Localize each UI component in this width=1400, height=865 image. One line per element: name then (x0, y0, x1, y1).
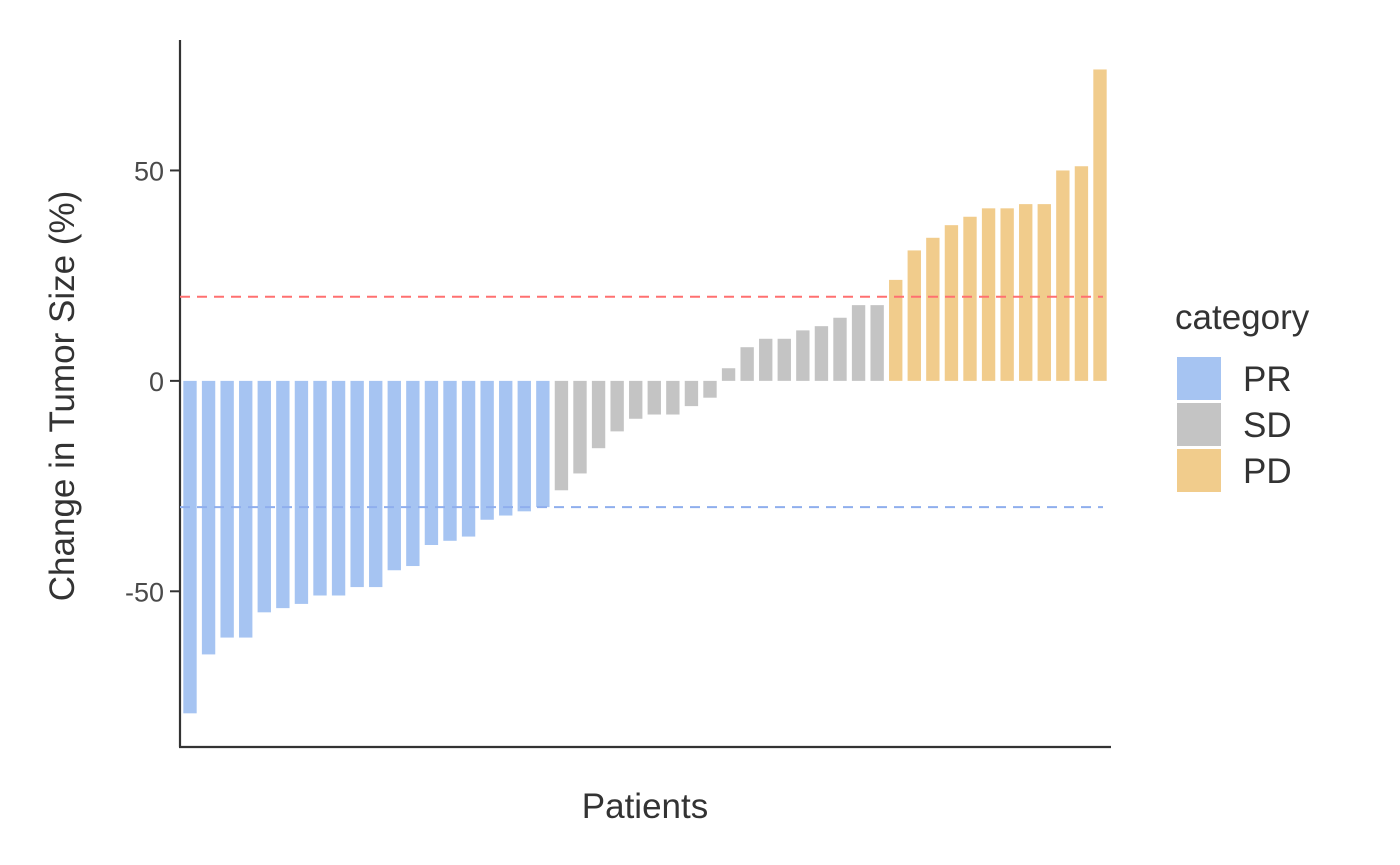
bar (796, 330, 810, 381)
legend-swatch (1177, 449, 1221, 492)
bar (1037, 204, 1051, 381)
bars (183, 69, 1107, 714)
bar (257, 380, 271, 613)
y-ticks: -50 0 50 (125, 156, 180, 607)
y-tick-label: 0 (149, 367, 164, 397)
bar (889, 279, 903, 381)
bar (294, 380, 309, 604)
bar (759, 338, 773, 381)
y-tick-label: 50 (134, 156, 164, 186)
bar (276, 380, 290, 609)
bar (591, 380, 606, 449)
bar (201, 380, 216, 655)
bar (1074, 166, 1089, 381)
bar (1019, 204, 1033, 381)
bar (461, 380, 476, 537)
bar (777, 338, 791, 381)
axes (178, 40, 1111, 749)
bar (536, 380, 550, 508)
bar (369, 380, 383, 588)
bar (721, 368, 736, 381)
bar (1000, 208, 1014, 381)
bar (1056, 170, 1070, 381)
y-tick-label: -50 (125, 577, 164, 607)
legend-title: category (1175, 298, 1310, 337)
bar (554, 380, 569, 491)
bar (220, 380, 234, 638)
bar (703, 380, 717, 398)
bar (814, 326, 829, 381)
legend-swatch (1177, 357, 1221, 400)
reference-lines (180, 295, 1103, 509)
legend-label: SD (1243, 406, 1292, 445)
bar (239, 380, 253, 638)
bar (183, 380, 197, 714)
bar (517, 380, 531, 512)
bar (647, 380, 661, 415)
bar (907, 250, 921, 381)
bar (833, 317, 847, 381)
bar (666, 380, 680, 415)
bar (870, 305, 884, 381)
bar (963, 216, 977, 381)
bar (313, 380, 327, 596)
x-axis-title: Patients (582, 787, 708, 826)
bar (480, 380, 494, 520)
legend-label: PD (1243, 452, 1292, 491)
bar (740, 347, 754, 381)
legend-label: PR (1243, 360, 1292, 399)
bar (350, 380, 364, 588)
legend: category PR SD PD (1175, 298, 1310, 492)
bar (387, 380, 401, 571)
bar (944, 225, 959, 381)
bar (1093, 69, 1107, 381)
bar (331, 380, 346, 596)
bar (406, 380, 420, 567)
bar (629, 380, 643, 419)
bar (573, 380, 587, 474)
y-axis-title: Change in Tumor Size (%) (43, 191, 82, 601)
bar (424, 380, 439, 545)
legend-swatch (1177, 403, 1221, 446)
bar (926, 237, 940, 381)
bar (684, 380, 699, 407)
legend-entries: PR SD PD (1177, 357, 1292, 492)
bar (443, 380, 457, 541)
bar (851, 305, 866, 381)
bar (499, 380, 513, 516)
bar (981, 208, 996, 381)
bar (610, 380, 624, 432)
